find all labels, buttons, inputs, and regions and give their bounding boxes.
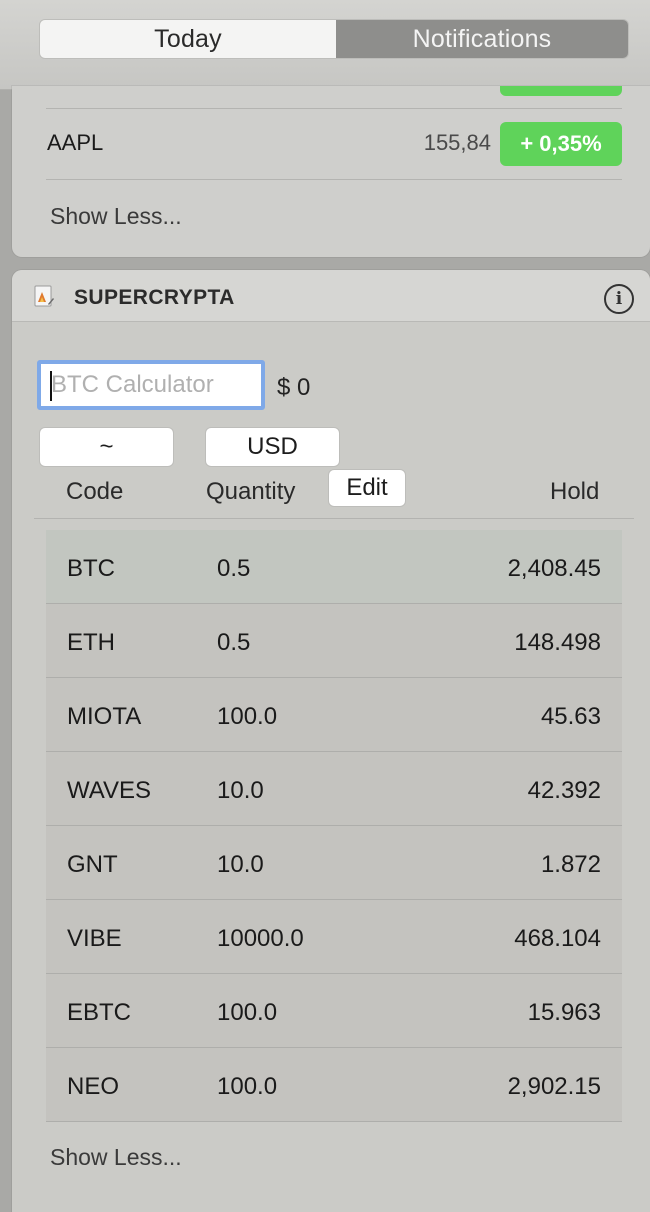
row-code: NEO [67,1073,120,1100]
row-code: GNT [67,851,118,878]
row-quantity: 0.5 [217,629,251,656]
stocks-widget: AAPL 155,84 + 0,35% Show Less... [12,86,650,257]
row-quantity: 0.5 [217,555,251,582]
calculator-placeholder: BTC Calculator [51,371,214,398]
table-row[interactable]: VIBE 10000.0 468.104 [46,900,622,974]
table-row[interactable]: NEO 100.0 2,902.15 [46,1048,622,1122]
holdings-table: BTC 0.5 2,408.45 ETH 0.5 148.498 MIOTA 1… [46,530,622,1122]
row-quantity: 100.0 [217,1073,278,1100]
row-divider [46,179,622,180]
tab-today[interactable]: Today [40,20,336,58]
edit-button[interactable]: Edit [328,469,406,507]
row-code: BTC [67,555,115,582]
row-quantity: 100.0 [217,999,278,1026]
table-row[interactable]: ETH 0.5 148.498 [46,604,622,678]
row-quantity: 10.0 [217,851,264,878]
widget-header: SUPERCRYPTA i [12,270,650,322]
tab-notifications[interactable]: Notifications [336,20,628,58]
previous-change-badge [500,86,622,96]
table-row[interactable]: EBTC 100.0 15.963 [46,974,622,1048]
row-quantity: 10000.0 [217,925,304,952]
row-code: WAVES [67,777,152,804]
stock-symbol: AAPL [47,130,104,155]
stock-change-badge[interactable]: + 0,35% [500,122,622,166]
row-code: EBTC [67,999,132,1026]
crypto-show-less-link[interactable]: Show Less... [50,1144,182,1170]
row-code: ETH [67,629,115,656]
column-header-code: Code [66,478,124,505]
row-quantity: 100.0 [217,703,278,730]
header-divider [34,518,634,519]
row-code: MIOTA [67,703,142,730]
table-row[interactable]: MIOTA 100.0 45.63 [46,678,622,752]
row-hold: 42.392 [527,777,601,804]
currency-selector[interactable]: USD [205,427,340,467]
row-hold: 1.872 [540,851,601,878]
row-hold: 468.104 [514,925,601,952]
row-hold: 2,902.15 [507,1073,601,1100]
row-hold: 45.63 [540,703,601,730]
table-row[interactable]: BTC 0.5 2,408.45 [46,530,622,604]
column-header-hold: Hold [550,478,600,505]
stocks-show-less-link[interactable]: Show Less... [50,203,182,229]
sort-selector[interactable]: ~ [39,427,174,467]
row-hold: 2,408.45 [507,555,601,582]
row-divider [46,108,622,109]
top-bar: Today Notifications [0,0,650,90]
row-hold: 15.963 [527,999,601,1026]
btc-calculator-input[interactable]: BTC Calculator [37,360,265,410]
calculator-result: $ 0 [277,374,311,401]
row-quantity: 10.0 [217,777,264,804]
view-segmented-control: Today Notifications [39,19,629,59]
row-code: VIBE [67,925,122,952]
table-row[interactable]: WAVES 10.0 42.392 [46,752,622,826]
column-header-quantity: Quantity [206,478,296,505]
table-row[interactable]: GNT 10.0 1.872 [46,826,622,900]
text-caret [50,371,52,401]
supercrypta-widget: SUPERCRYPTA i BTC Calculator $ 0 ~ USD C… [12,270,650,1212]
widget-title: SUPERCRYPTA [74,286,235,309]
row-hold: 148.498 [514,629,601,656]
stock-price: 155,84 [423,130,491,155]
app-icon [34,285,54,307]
info-icon[interactable]: i [604,284,634,314]
